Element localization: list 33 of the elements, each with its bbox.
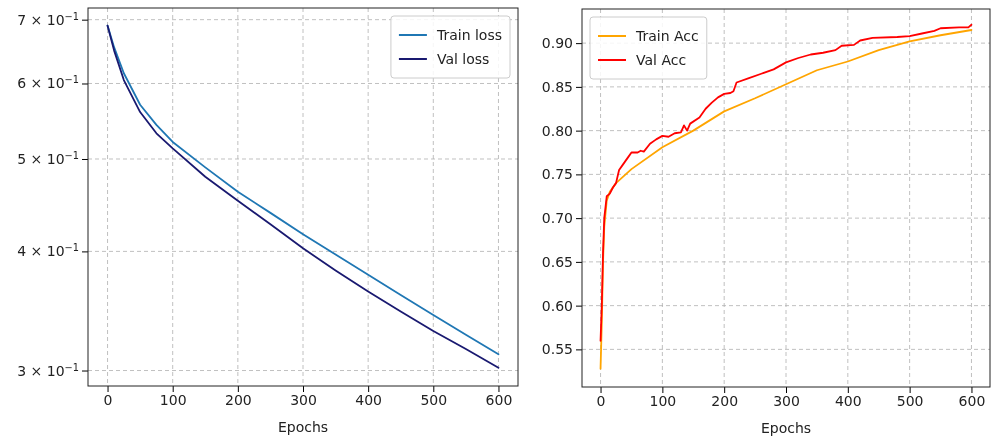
legend-label: Val loss [436,51,490,67]
y-tick-label: 0.55 [541,341,573,358]
y-tick-label: 4 × 10$^{−1}$ [17,241,79,260]
y-tick-label: 6 × 10$^{−1}$ [17,73,79,92]
x-tick-label: 200 [711,392,739,409]
x-tick-label: 100 [649,392,677,409]
y-tick-label: 0.75 [541,166,573,183]
x-tick-label: 0 [103,391,113,408]
x-axis-title: Epochs [760,420,812,436]
x-axis-title: Epochs [277,419,329,435]
legend-label: Val Acc [636,52,687,68]
y-tick-label: 3 × 10$^{−1}$ [17,361,79,379]
x-tick-label: 500 [420,391,448,408]
x-tick-label: 600 [485,391,513,408]
x-tick-label: 0 [596,392,606,409]
y-tick-label: 5 × 10$^{−1}$ [17,149,79,167]
x-tick-label: 400 [834,392,862,409]
y-tick-label: 7 × 10$^{−1}$ [17,10,79,28]
x-tick-label: 300 [290,391,317,408]
y-tick-label: 0.65 [541,253,573,270]
x-tick-label: 100 [159,391,187,408]
y-tick-label: 0.60 [541,297,573,314]
y-tick-label: 0.85 [541,78,573,95]
x-tick-label: 600 [958,392,986,409]
x-tick-label: 200 [224,391,252,408]
legend-label: Train Acc [635,28,699,44]
x-tick-label: 400 [355,391,383,408]
x-tick-label: 500 [896,392,924,409]
y-tick-label: 0.80 [541,122,573,139]
legend-label: Train loss [435,27,502,43]
x-tick-label: 300 [773,392,800,409]
y-tick-label: 0.70 [541,210,573,227]
y-tick-label: 0.90 [541,35,573,52]
